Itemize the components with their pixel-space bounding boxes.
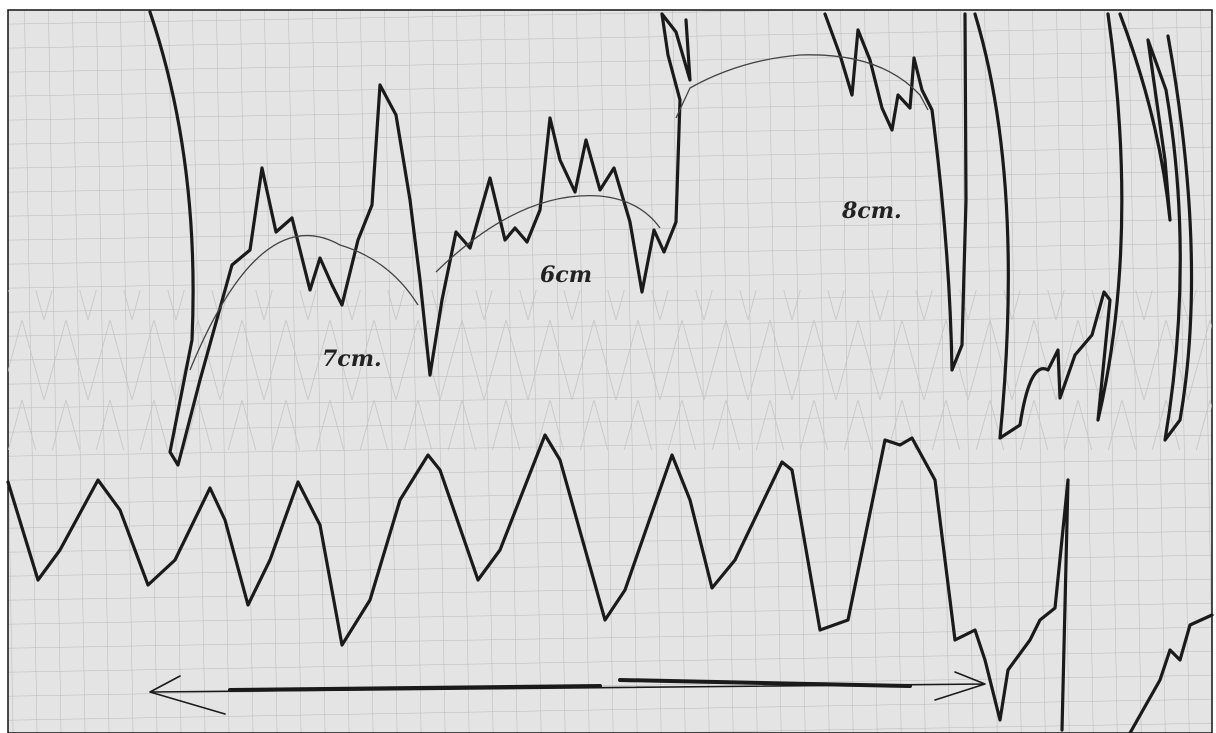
page: 7cm. 6cm 8cm. (() => { const data = JSON… [0, 0, 1216, 733]
annotation: 6cm [540, 262, 592, 288]
annotation: 8cm. [841, 198, 902, 224]
annotation: 7cm. [322, 346, 382, 372]
photo: 7cm. 6cm 8cm. [0, 0, 1216, 733]
